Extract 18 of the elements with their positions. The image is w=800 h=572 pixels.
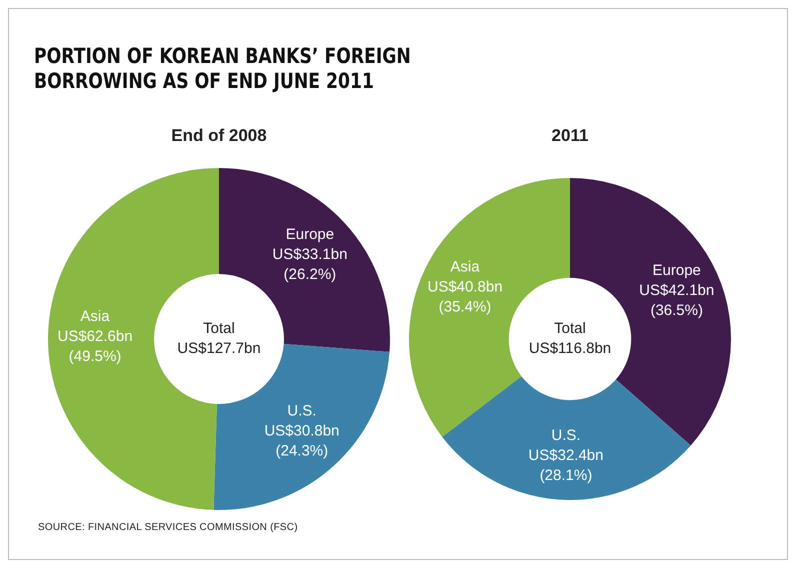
text: Total US$116.8bn <box>528 320 612 358</box>
data-label: US$42.1bn (36.5%) <box>639 282 714 319</box>
chart-title: End of 2008 <box>170 126 268 147</box>
data-label: US$40.8bn (35.4%) <box>427 278 503 316</box>
data-label: US$62.6bn (49.5%) <box>57 328 133 366</box>
slice-label: Europe <box>286 226 334 243</box>
slice-label: Asia <box>80 308 110 326</box>
text: PORTION OF KOREAN BANKS’ FOREIGN BORROWING AS OF END JUNE 2011 <box>34 44 412 94</box>
slice-label: U.S. <box>551 427 581 444</box>
chart-title: 2011 <box>550 126 590 147</box>
data-label: US$30.8bn (24.3%) <box>264 422 340 460</box>
slice-label: Europe <box>652 262 701 279</box>
slice-label: U.S. <box>287 402 316 420</box>
source-note: SOURCE: FINANCIAL SERVICES COMMISSION (FSC) <box>38 522 298 533</box>
data-label: US$32.4bn (28.1%) <box>528 447 604 484</box>
text: Total US$127.7bn <box>177 320 261 358</box>
data-label: US$33.1bn (26.2%) <box>272 246 348 283</box>
slice-label: Asia <box>450 258 480 276</box>
